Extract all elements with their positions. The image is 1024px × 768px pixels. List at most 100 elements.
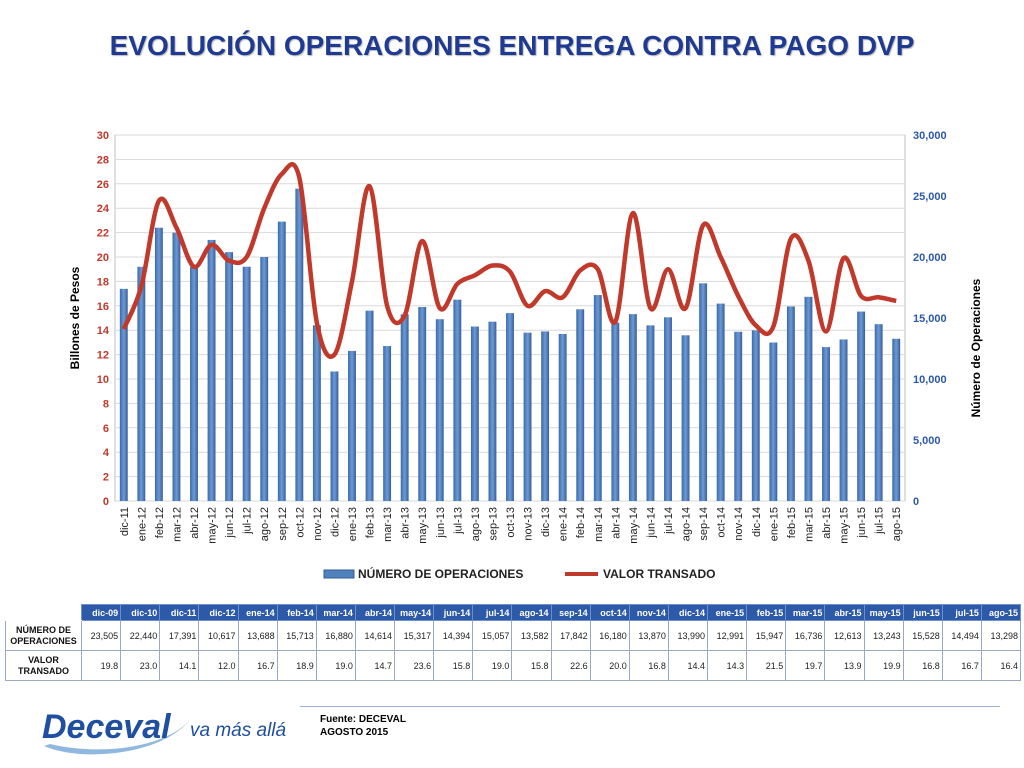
x-tick-label: sep-13 <box>487 507 499 541</box>
x-tick-label: oct-13 <box>505 507 517 538</box>
table-column-header: jun-14 <box>433 604 474 621</box>
table-column-header: ago-15 <box>980 604 1022 621</box>
x-tick-label: may-14 <box>628 507 640 544</box>
legend-line-label: VALOR TRANSADO <box>603 567 715 581</box>
table-cell: 13,688 <box>237 620 278 651</box>
table-cell: 16.8 <box>902 650 943 681</box>
bar <box>558 334 567 501</box>
x-tick-label: may-13 <box>417 507 429 544</box>
table-cell: 13,298 <box>980 620 1022 651</box>
left-tick-label: 28 <box>97 154 109 166</box>
bar <box>154 227 163 501</box>
source-note: Fuente: DECEVAL AGOSTO 2015 <box>320 713 406 739</box>
x-tick-label: nov-14 <box>733 507 745 541</box>
table-row-label: VALOR TRANSADO <box>5 650 82 681</box>
bar <box>786 306 795 501</box>
x-tick-label: feb-13 <box>365 507 377 538</box>
bar <box>470 326 479 501</box>
table-cell: 10,617 <box>198 620 239 651</box>
left-tick-label: 8 <box>103 398 109 410</box>
x-tick-label: mar-14 <box>593 507 605 542</box>
left-tick-label: 2 <box>103 472 109 484</box>
logo-brand: Deceval <box>42 708 172 746</box>
x-tick-label: jun-12 <box>224 507 236 539</box>
line-path <box>121 162 897 359</box>
x-tick-label: feb-15 <box>786 507 798 538</box>
bar <box>488 321 497 501</box>
x-tick-label: oct-14 <box>716 507 728 538</box>
bar <box>822 347 830 501</box>
table-column-header: oct-14 <box>589 604 630 621</box>
x-tick-label: mar-13 <box>382 507 394 542</box>
left-tick-label: 26 <box>97 179 109 191</box>
bar <box>751 330 760 501</box>
table-cell: 17,391 <box>159 620 200 651</box>
legend-bar-swatch <box>323 569 355 579</box>
table-row: VALOR TRANSADO 19.8 23.0 14.1 12.0 16.7 18.9 19.… <box>5 650 1022 681</box>
table-column-header: dic-12 <box>198 604 239 621</box>
table-column-header: may-15 <box>863 604 904 621</box>
x-tick-label: jun-14 <box>645 507 657 539</box>
bar <box>839 339 848 501</box>
x-tick-label: dic-11 <box>119 507 131 536</box>
bar <box>857 311 866 501</box>
left-tick-label: 20 <box>97 252 109 264</box>
table-cell: 16,180 <box>589 620 630 651</box>
x-tick-label: abr-13 <box>400 507 412 539</box>
right-tick-label: 0 <box>913 496 919 508</box>
x-tick-label: jul-15 <box>874 507 886 535</box>
table-row-label: NÚMERO DE OPERACIONES <box>5 620 82 651</box>
table-column-header: jun-15 <box>902 604 943 621</box>
bar <box>295 188 304 501</box>
table-cell: 16,880 <box>315 620 356 651</box>
table-cell: 19.8 <box>80 650 122 681</box>
x-tick-label: sep-14 <box>698 507 710 541</box>
source-date: AGOSTO 2015 <box>320 727 389 738</box>
left-tick-label: 10 <box>97 374 109 386</box>
bar <box>664 317 672 501</box>
table-cell: 14.1 <box>159 650 200 681</box>
x-tick-label: abr-12 <box>189 507 201 539</box>
table-cell: 19.0 <box>472 650 513 681</box>
bar <box>892 338 901 501</box>
bar <box>137 266 146 501</box>
table-cell: 13.9 <box>824 650 865 681</box>
table-corner <box>5 604 82 621</box>
left-tick-label: 0 <box>103 496 109 508</box>
bar <box>418 307 427 501</box>
table-column-header: dic-09 <box>80 604 122 621</box>
table-cell: 14,614 <box>354 620 396 651</box>
table-cell: 16,736 <box>785 620 826 651</box>
left-tick-label: 6 <box>103 423 109 435</box>
x-tick-label: ene-15 <box>768 507 780 541</box>
left-tick-label: 22 <box>97 228 109 240</box>
table-cell: 23.6 <box>393 650 435 681</box>
deceval-logo: Deceval va más allá <box>42 708 286 755</box>
bar <box>523 332 532 501</box>
table-header-row: dic-09 dic-10 dic-11 dic-12 ene-14 feb-14 mar-… <box>5 604 1022 621</box>
x-tick-label: ago-15 <box>891 507 903 541</box>
table-column-header: mar-14 <box>315 604 356 621</box>
x-tick-label: abr-14 <box>610 507 622 539</box>
bar <box>330 371 339 501</box>
table-cell: 15,057 <box>472 620 513 651</box>
table-cell: 15,713 <box>276 620 317 651</box>
table-cell: 16.4 <box>980 650 1022 681</box>
table-cell: 14,394 <box>433 620 474 651</box>
table-cell: 23.0 <box>120 650 161 681</box>
table-cell: 14,494 <box>941 620 982 651</box>
table-cell: 16.7 <box>941 650 982 681</box>
x-tick-label: may-15 <box>839 507 851 544</box>
table-cell: 22.6 <box>550 650 591 681</box>
table-column-header: sep-14 <box>550 604 591 621</box>
page-title: EVOLUCIÓN OPERACIONES ENTREGA CONTRA PAG… <box>109 30 915 61</box>
table-column-header: mar-15 <box>785 604 826 621</box>
table-cell: 15,317 <box>393 620 435 651</box>
x-tick-label: feb-14 <box>575 507 587 538</box>
x-tick-label: jun-15 <box>856 507 868 539</box>
left-tick-label: 18 <box>97 276 109 288</box>
bar <box>646 325 655 501</box>
bar <box>611 322 620 501</box>
table-column-header: ene-15 <box>706 604 748 621</box>
